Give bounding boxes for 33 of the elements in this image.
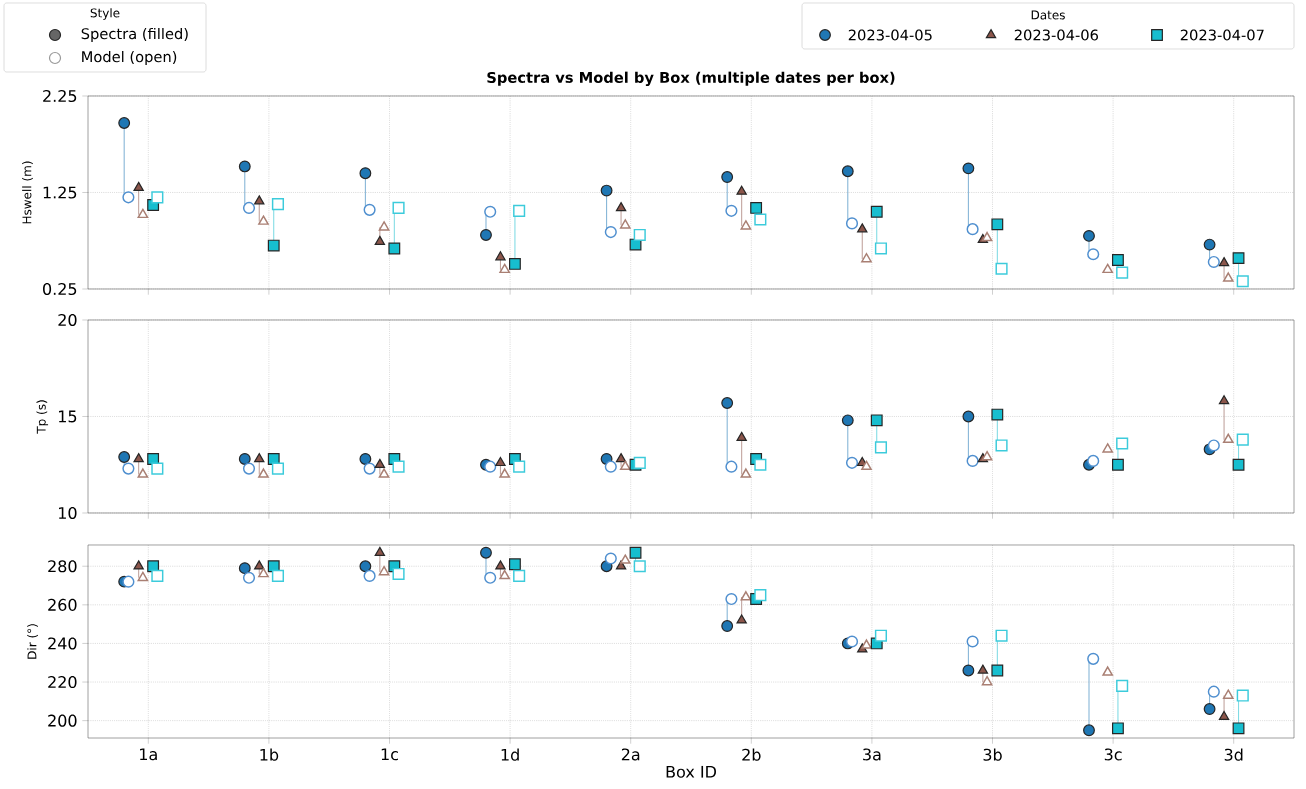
y-axis-title: Tp (s): [36, 400, 49, 434]
text: Spectra (filled): [81, 27, 188, 43]
y-tick-label: 1.25: [43, 186, 77, 199]
x-tick-label: 2a: [621, 748, 640, 761]
y-tick-label: 15: [59, 410, 77, 423]
x-tick-label: 1b: [260, 748, 279, 761]
y-tick-label: 220: [48, 675, 77, 689]
y-tick-label: 260: [48, 598, 77, 611]
y-tick-label: 280: [48, 560, 77, 573]
y-tick-label: 10: [59, 506, 77, 520]
y-tick-label: 240: [48, 637, 77, 650]
x-tick-label: 3d: [1224, 748, 1243, 761]
chart-title: Spectra vs Model by Box (multiple dates per box): [487, 71, 895, 86]
y-tick-label: 200: [48, 714, 77, 727]
legend-label: 2023-04-07: [1180, 29, 1264, 41]
y-tick-label: 2.25: [43, 89, 77, 103]
x-tick-label: 1d: [501, 748, 519, 761]
y-tick-label: 20: [58, 313, 77, 327]
x-tick-label: 3b: [983, 748, 1002, 761]
x-tick-label: 2b: [742, 748, 761, 761]
legend-label: 2023-04-06: [1014, 29, 1099, 41]
x-axis-title: Box ID: [666, 765, 716, 778]
legend-label: 2023-04-05: [848, 29, 932, 41]
x-tick-label: 3a: [863, 748, 881, 761]
legend-title: Dates: [1031, 10, 1065, 20]
y-axis-title: Hswell (m): [22, 161, 33, 224]
text: Model (open): [82, 50, 177, 66]
text: Style: [90, 8, 120, 20]
x-tick-label: 3c: [1104, 748, 1122, 761]
x-tick-label: 1a: [140, 748, 157, 761]
y-tick-label: 0.25: [43, 282, 77, 296]
x-tick-label: 1c: [381, 748, 398, 761]
y-axis-title: Dir (°): [27, 624, 38, 659]
